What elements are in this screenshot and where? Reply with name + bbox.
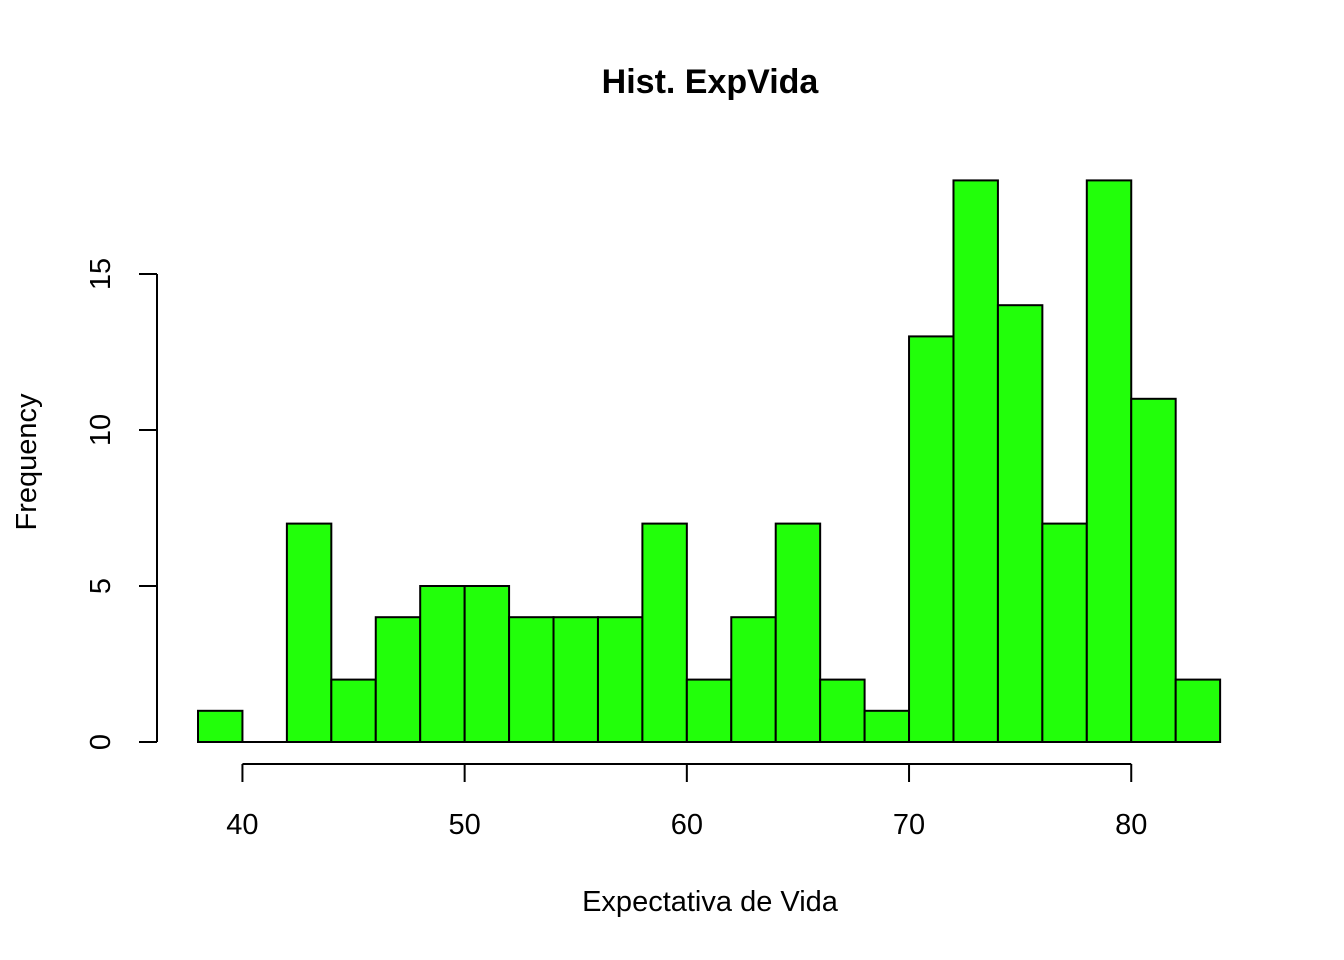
- histogram-bar: [330, 678, 377, 743]
- y-tick-label: 5: [85, 578, 117, 594]
- x-tick-label: 80: [1115, 809, 1147, 841]
- histogram-bar: [863, 709, 911, 743]
- histogram-bar: [996, 304, 1044, 743]
- x-tick-label: 70: [893, 809, 925, 841]
- histogram-bar: [552, 616, 599, 744]
- histogram-bar: [596, 616, 644, 744]
- histogram-bar: [197, 709, 244, 743]
- histogram-bar: [374, 616, 422, 744]
- y-tick-label: 15: [85, 258, 117, 290]
- histogram-bar: [419, 585, 466, 743]
- x-tick-label: 60: [671, 809, 703, 841]
- y-axis-label: Frequency: [11, 393, 43, 531]
- histogram-bar: [685, 678, 733, 743]
- x-axis-label: Expectativa de Vida: [582, 886, 839, 918]
- y-tick-label: 10: [85, 414, 117, 446]
- histogram-bar: [285, 522, 333, 743]
- histogram-bar: [508, 616, 555, 744]
- histogram-bar: [641, 522, 688, 743]
- bars-group: [197, 179, 1222, 744]
- chart-title: Hist. ExpVida: [602, 63, 820, 101]
- y-axis: 0 5 10 15: [85, 258, 158, 750]
- histogram-bar: [819, 678, 866, 743]
- histogram-bar: [730, 616, 777, 744]
- histogram-bar: [463, 585, 511, 743]
- x-tick-label: 40: [226, 809, 258, 841]
- y-tick-label: 0: [85, 734, 117, 750]
- histogram-bar: [1130, 397, 1177, 743]
- histogram-bar: [774, 522, 822, 743]
- histogram-bar: [952, 179, 999, 743]
- x-tick-label: 50: [449, 809, 481, 841]
- histogram-bar: [1174, 678, 1222, 743]
- histogram-bar: [908, 335, 955, 743]
- histogram-bar: [1085, 179, 1133, 743]
- histogram-bar: [1041, 522, 1088, 743]
- x-axis: 40 50 60 70 80: [226, 763, 1147, 841]
